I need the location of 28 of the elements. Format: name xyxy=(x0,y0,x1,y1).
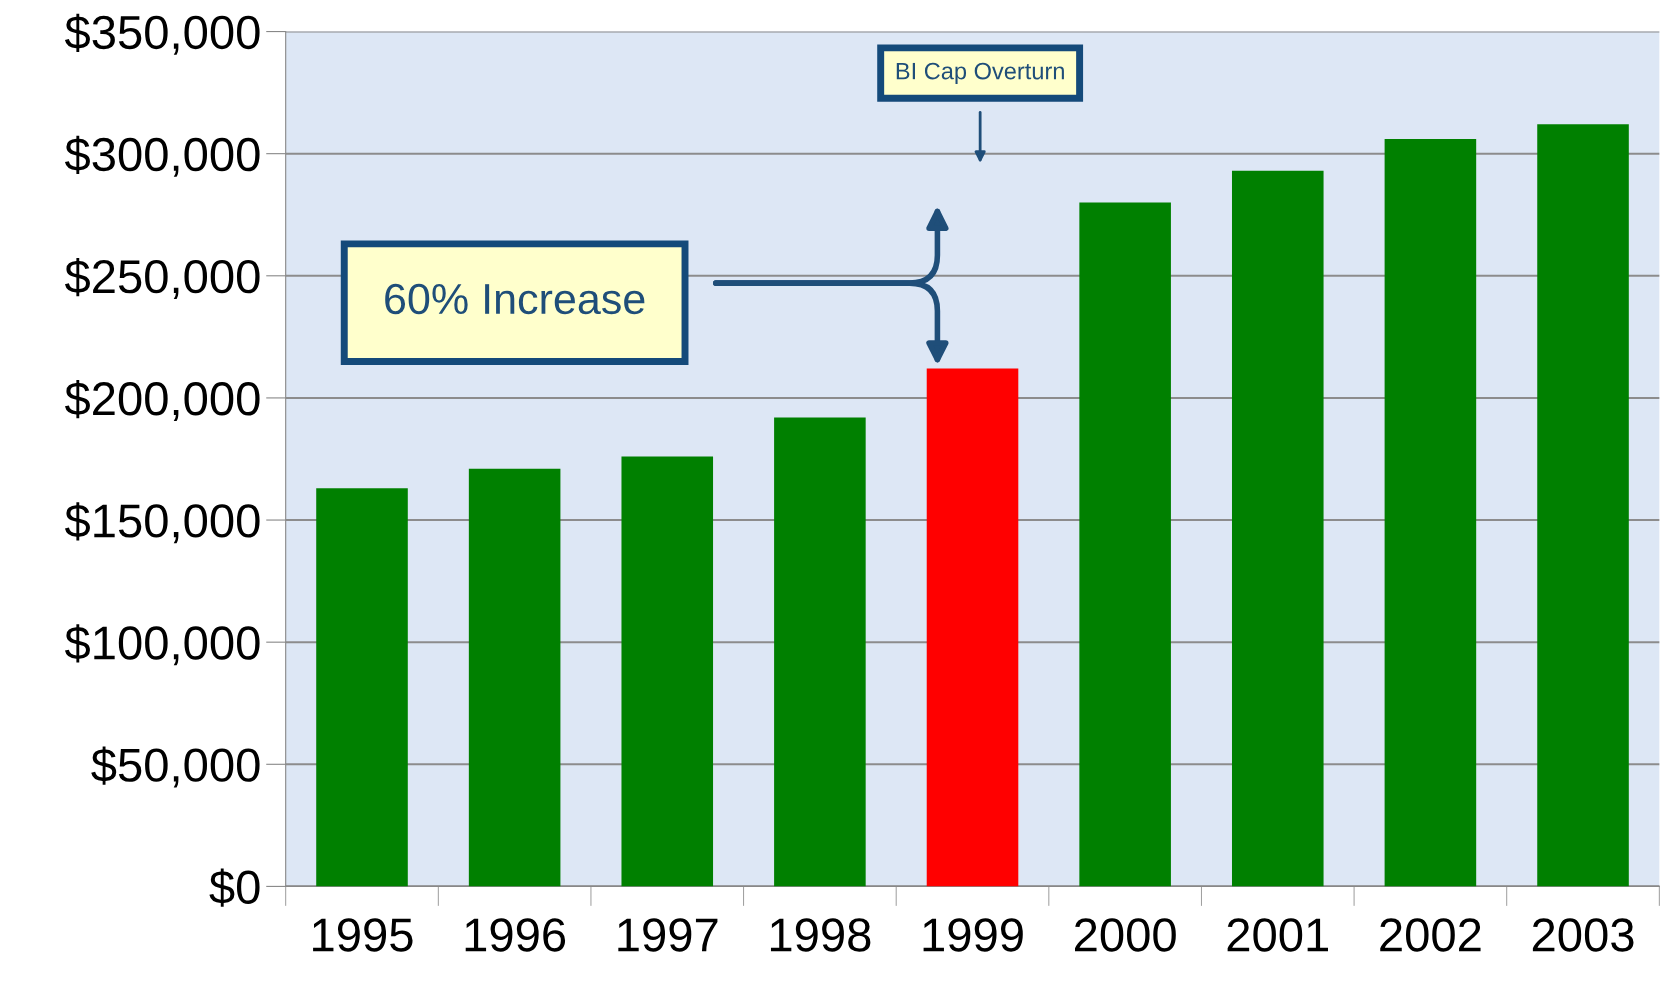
y-tick-label: $250,000 xyxy=(64,257,260,299)
bar xyxy=(926,368,1019,887)
x-tick-label: 2000 xyxy=(1075,918,1176,952)
x-tick-label: 2003 xyxy=(1532,918,1634,952)
bar xyxy=(1537,124,1629,887)
x-tick-label: 1995 xyxy=(313,918,413,952)
x-tick-label: 1998 xyxy=(770,918,871,952)
x-tick-label: 1999 xyxy=(923,918,1023,952)
y-tick-label: $300,000 xyxy=(64,135,260,177)
y-tick-label: $100,000 xyxy=(64,624,260,666)
bar xyxy=(1384,139,1477,887)
y-tick-label: $0 xyxy=(209,868,260,907)
annotation: BI Cap Overturn xyxy=(896,62,1064,85)
y-tick-label: $150,000 xyxy=(64,502,260,544)
x-tick-label: 2002 xyxy=(1380,918,1481,952)
bar xyxy=(1231,170,1324,887)
bar xyxy=(468,468,561,887)
annotation: 60% Increase xyxy=(385,283,645,315)
y-tick-label: $50,000 xyxy=(91,746,260,788)
y-tick-label: $350,000 xyxy=(64,13,260,55)
y-tick-label: $200,000 xyxy=(64,380,260,422)
bar xyxy=(774,417,866,887)
bar xyxy=(1079,202,1171,887)
bar xyxy=(316,488,408,887)
bar xyxy=(621,456,714,887)
x-tick-label: 1996 xyxy=(465,918,566,952)
x-tick-label: 1997 xyxy=(618,918,718,952)
x-tick-label: 2001 xyxy=(1227,918,1328,952)
